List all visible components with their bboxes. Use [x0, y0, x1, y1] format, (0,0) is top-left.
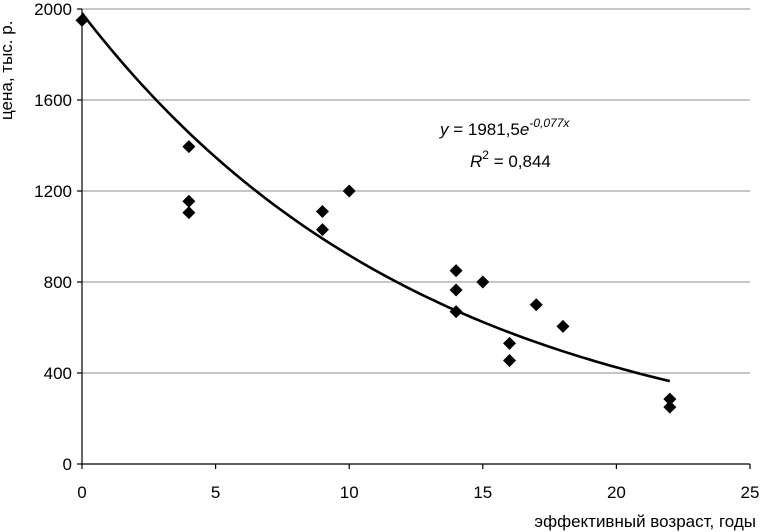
- data-point: [663, 400, 677, 414]
- data-point: [529, 298, 543, 312]
- data-point: [556, 319, 570, 333]
- r-squared-superscript: 2: [482, 148, 489, 162]
- data-points: [75, 13, 677, 414]
- equation-exponent: -0,077x: [529, 116, 570, 130]
- y-tick-label: 400: [44, 364, 72, 383]
- r-squared-symbol: R: [470, 152, 482, 171]
- y-tick-label: 2000: [34, 0, 72, 19]
- r-squared: R2 = 0,844: [470, 148, 551, 171]
- data-point: [315, 204, 329, 218]
- r-squared-value: = 0,844: [489, 152, 551, 171]
- x-tick-label: 20: [607, 483, 626, 502]
- y-axis-label: цена, тыс. р.: [0, 21, 16, 120]
- data-point: [75, 13, 89, 27]
- equation-y: y: [439, 120, 450, 139]
- y-tick-label: 1200: [34, 182, 72, 201]
- grid-lines: [82, 8, 750, 374]
- data-point: [449, 264, 463, 278]
- data-point: [503, 353, 517, 367]
- data-point: [315, 223, 329, 237]
- x-axis-label: эффективный возраст, годы: [534, 512, 756, 531]
- data-point: [449, 283, 463, 297]
- x-tick-label: 5: [211, 483, 220, 502]
- x-tick-label: 0: [77, 483, 86, 502]
- data-point: [182, 140, 196, 154]
- equation-constant: = 1981,5: [449, 120, 520, 139]
- x-tick-label: 15: [473, 483, 492, 502]
- trendline-equation: y = 1981,5e-0,077x: [439, 116, 570, 139]
- y-tick-label: 1600: [34, 91, 72, 110]
- x-tick-label: 25: [741, 483, 760, 502]
- data-point: [182, 194, 196, 208]
- trendline: [80, 12, 671, 383]
- data-point: [449, 305, 463, 319]
- equation-e: e: [520, 120, 529, 139]
- y-tick-label: 800: [44, 273, 72, 292]
- data-point: [476, 275, 490, 289]
- tick-labels: 0 400 800 1200 1600 2000 0 5 10 15 20 25: [34, 0, 759, 502]
- x-tick-label: 10: [340, 483, 359, 502]
- y-tick-label: 0: [63, 455, 72, 474]
- data-point: [503, 336, 517, 350]
- data-point: [663, 392, 677, 406]
- data-point: [342, 184, 356, 198]
- axes: [77, 8, 751, 469]
- data-point: [182, 206, 196, 220]
